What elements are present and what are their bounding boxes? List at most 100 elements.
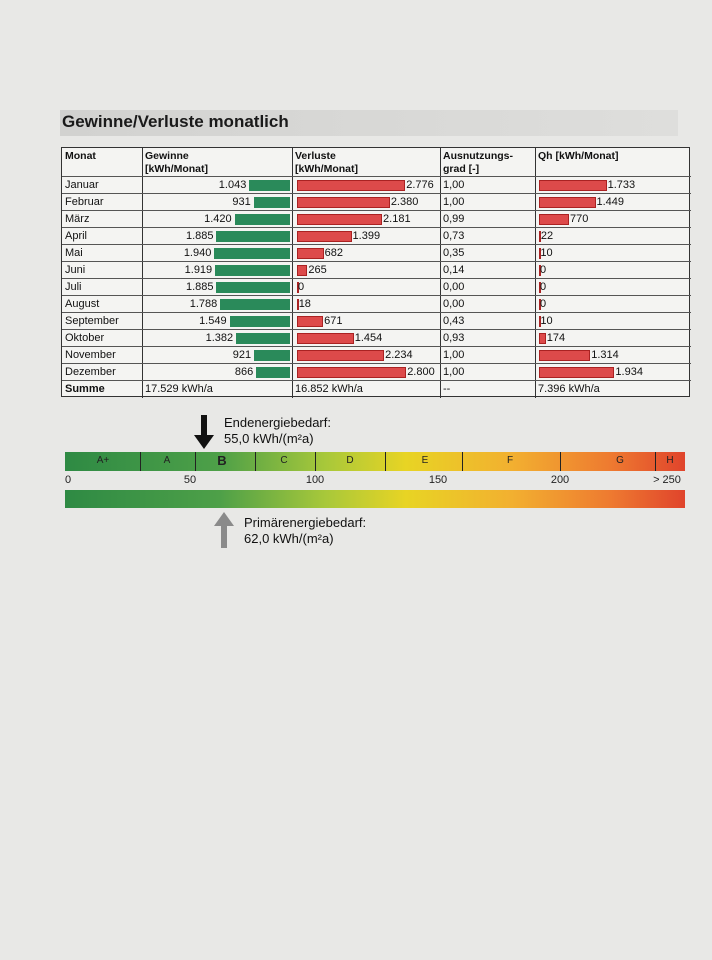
scale-tick: 150	[428, 474, 448, 486]
scale-tick: > 250	[653, 474, 681, 486]
gain-value: 1.382	[205, 332, 234, 344]
class-label: H	[666, 455, 674, 466]
loss-value: 1.454	[354, 332, 383, 344]
primary-band	[65, 490, 685, 508]
gain-value: 921	[232, 349, 252, 361]
qh-bar	[539, 197, 596, 208]
loss-value: 682	[324, 247, 343, 259]
class-separator	[255, 452, 256, 471]
month: März	[65, 213, 90, 225]
loss-bar	[297, 231, 352, 242]
gain-value: 1.885	[185, 281, 214, 293]
qh-value: 0	[540, 264, 547, 276]
loss-bar	[297, 299, 299, 310]
primary-value: 62,0 kWh/(m²a)	[244, 531, 334, 546]
month: Dezember	[65, 366, 116, 378]
title: Gewinne/Verluste monatlich	[62, 112, 289, 131]
utilization: 0,00	[443, 298, 465, 310]
total-cell: 17.529 kWh/a	[145, 383, 213, 395]
month: April	[65, 230, 88, 242]
month: Juli	[65, 281, 82, 293]
qh-bar	[539, 350, 591, 361]
loss-bar	[297, 197, 390, 208]
month: Januar	[65, 179, 99, 191]
utilization: 1,00	[443, 196, 465, 208]
table: Monat Gewinne [kWh/Monat] Verluste [kWh/Mo…	[61, 147, 691, 398]
qh-value: 10	[540, 315, 553, 327]
month: August	[65, 298, 100, 310]
gain-bar	[236, 333, 290, 344]
row-rule	[62, 227, 691, 228]
class-label: A	[163, 455, 171, 466]
qh-value: 174	[546, 332, 566, 344]
end-value: 55,0 kWh/(m²a)	[224, 431, 314, 446]
qh-bar	[539, 333, 546, 344]
qh-bar	[539, 231, 541, 242]
loss-value: 0	[298, 281, 305, 293]
total-cell: --	[443, 383, 451, 395]
title-band	[60, 110, 678, 136]
qh-bar	[539, 316, 541, 327]
primary-label: Primärenergiebedarf:	[244, 515, 367, 530]
gain-bar	[215, 265, 290, 276]
month: Mai	[65, 247, 83, 259]
header-cell: Qh [kWh/Monat]	[538, 150, 619, 162]
loss-bar	[297, 248, 324, 259]
column-rule	[535, 148, 536, 398]
gain-value: 866	[234, 366, 254, 378]
row-rule	[62, 363, 691, 364]
utilization: 1,00	[443, 179, 465, 191]
total-cell: 16.852 kWh/a	[295, 383, 363, 395]
qh-value: 0	[540, 281, 547, 293]
loss-value: 18	[298, 298, 311, 310]
loss-bar	[297, 265, 308, 276]
gain-value: 931	[232, 196, 251, 208]
gain-bar	[216, 282, 290, 293]
loss-value: 2.380	[390, 196, 419, 208]
row-rule	[62, 380, 691, 381]
loss-value: 2.776	[406, 179, 434, 191]
total-cell: Summe	[65, 383, 105, 395]
qh-bar	[539, 299, 541, 310]
class-band	[65, 452, 685, 471]
row-rule	[62, 278, 691, 279]
qh-value: 1.449	[596, 196, 625, 208]
scale-tick: 200	[550, 474, 570, 486]
row-rule	[62, 244, 691, 245]
header-cell: Monat	[65, 150, 96, 162]
gain-value: 1.420	[204, 213, 232, 225]
scale-tick: 100	[305, 474, 325, 486]
class-separator	[315, 452, 316, 471]
qh-bar	[539, 214, 570, 225]
gain-bar	[214, 248, 290, 259]
qh-bar	[539, 180, 607, 191]
class-label: C	[280, 455, 288, 466]
gain-value: 1.919	[184, 264, 213, 276]
row-rule	[62, 312, 691, 313]
class-separator	[140, 452, 141, 471]
loss-bar	[297, 350, 385, 361]
gain-bar	[220, 299, 290, 310]
gain-value: 1.788	[189, 298, 218, 310]
class-separator	[195, 452, 196, 471]
qh-value: 1.314	[591, 349, 619, 361]
utilization: 0,99	[443, 213, 465, 225]
qh-bar	[539, 265, 541, 276]
qh-bar	[539, 248, 541, 259]
class-separator	[385, 452, 386, 471]
utilization: 0,93	[443, 332, 465, 344]
row-rule	[62, 193, 691, 194]
loss-value: 671	[324, 315, 343, 327]
row-rule	[62, 210, 691, 211]
class-separator	[560, 452, 561, 471]
loss-value: 2.800	[407, 366, 435, 378]
gain-value: 1.043	[218, 179, 247, 191]
column-rule	[440, 148, 441, 398]
loss-bar	[297, 180, 406, 191]
loss-bar	[297, 333, 354, 344]
total-cell: 7.396 kWh/a	[538, 383, 600, 395]
class-label: D	[346, 455, 354, 466]
month: Juni	[65, 264, 86, 276]
class-label: G	[616, 455, 624, 466]
class-label: B	[217, 453, 227, 468]
